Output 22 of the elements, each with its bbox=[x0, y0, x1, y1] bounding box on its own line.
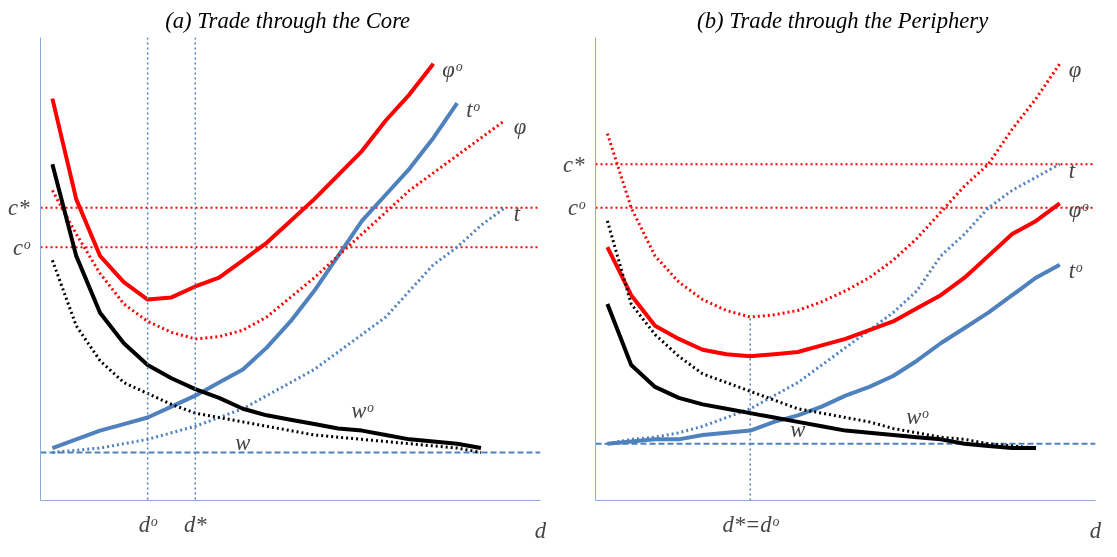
series-label: φ bbox=[1068, 57, 1082, 83]
series-label: w bbox=[235, 429, 251, 455]
chart-title: (b) Trade through the Periphery bbox=[697, 7, 990, 33]
chart-title: (a) Trade through the Core bbox=[165, 7, 411, 33]
series-label: φ bbox=[513, 113, 527, 139]
x-tick-label: dᵒ bbox=[138, 511, 159, 537]
annotation: d*=dᵒ bbox=[722, 511, 780, 537]
ref-line-label: c* bbox=[8, 195, 31, 221]
series-label: wᵒ bbox=[906, 404, 930, 430]
series-label: tᵒ bbox=[1068, 258, 1084, 284]
series-label: tᵒ bbox=[466, 96, 481, 122]
ref-line-label: cᵒ bbox=[12, 234, 32, 260]
series-label: t bbox=[513, 201, 521, 227]
x-axis-title: d bbox=[534, 517, 547, 543]
ref-line-label: c* bbox=[563, 151, 586, 177]
x-tick-label: d* bbox=[183, 511, 208, 537]
x-axis-title: d bbox=[1089, 517, 1102, 543]
series-label: t bbox=[1068, 157, 1076, 183]
ref-line-label: cᵒ bbox=[567, 195, 587, 221]
series-label: wᵒ bbox=[351, 397, 375, 423]
series-label: φᵒ bbox=[442, 57, 463, 83]
series-label: w bbox=[790, 416, 806, 442]
